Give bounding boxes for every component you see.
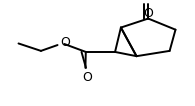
Text: O: O (143, 7, 153, 20)
Text: O: O (60, 36, 70, 49)
Text: O: O (82, 71, 92, 84)
